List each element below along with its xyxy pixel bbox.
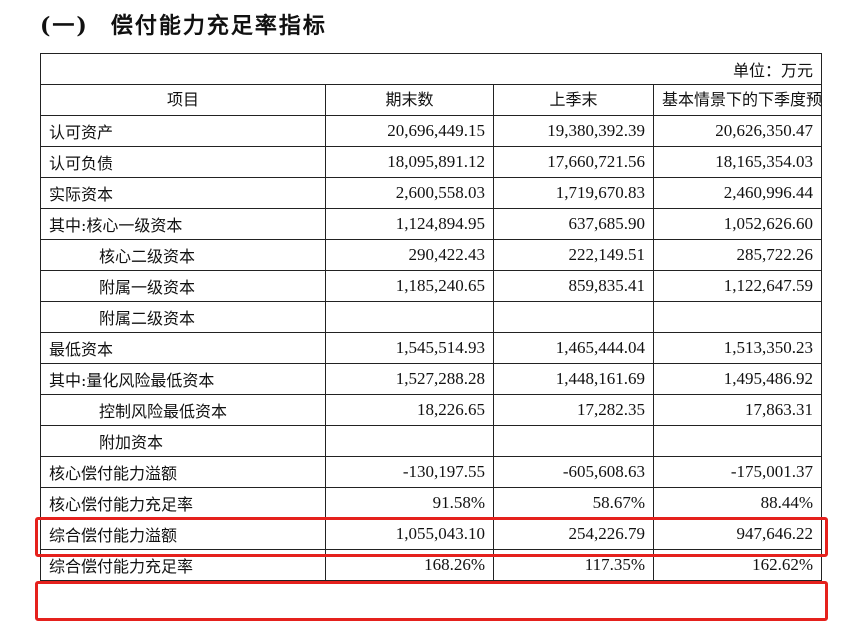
value-last-quarter: 17,660,721.56 [493,146,654,178]
value-forecast: -175,001.37 [652,456,823,488]
row-label: 认可资产 [40,115,326,147]
row-label: 控制风险最低资本 [40,394,326,426]
value-last-quarter: 637,685.90 [493,208,654,240]
table-row: 核心偿付能力溢额 -130,197.55 -605,608.63 -175,001.3… [40,456,823,488]
row-label: 附加资本 [40,425,326,457]
table-row: 认可资产 20,696,449.15 19,380,392.39 20,626,350… [40,115,823,147]
value-last-quarter: -605,608.63 [493,456,654,488]
unit-label: 单位：万元 [39,53,823,85]
header-last-quarter: 上季末 [493,84,654,116]
value-forecast: 1,122,647.59 [652,270,823,302]
value-last-quarter: 1,465,444.04 [493,332,654,364]
value-forecast: 1,495,486.92 [652,363,823,395]
table-row: 其中:量化风险最低资本 1,527,288.28 1,448,161.69 1,495… [40,363,823,395]
value-forecast: 947,646.22 [652,518,823,550]
row-label: 其中:量化风险最低资本 [40,363,326,395]
value-period-end: 1,527,288.28 [325,363,494,395]
value-forecast: 285,722.26 [652,239,823,271]
row-label: 最低资本 [40,332,326,364]
value-period-end: 20,696,449.15 [325,115,494,147]
value-forecast: 162.62% [652,549,823,581]
value-last-quarter: 58.67% [493,487,654,519]
table-row: 其中:核心一级资本 1,124,894.95 637,685.90 1,052,626… [40,208,823,240]
table-row: 认可负债 18,095,891.12 17,660,721.56 18,165,354… [40,146,823,178]
value-last-quarter: 254,226.79 [493,518,654,550]
table-row: 核心二级资本 290,422.43 222,149.51 285,722.26 [40,239,823,271]
value-period-end: 1,124,894.95 [325,208,494,240]
section-heading: (一) 偿付能力充足率指标 [40,8,327,42]
header-period-end: 期末数 [325,84,494,116]
value-last-quarter: 117.35% [493,549,654,581]
row-label: 综合偿付能力溢额 [40,518,326,550]
value-last-quarter: 17,282.35 [493,394,654,426]
table-row: 综合偿付能力充足率 168.26% 117.35% 162.62% [40,549,823,581]
value-last-quarter: 222,149.51 [493,239,654,271]
value-forecast [652,425,823,457]
value-last-quarter: 1,719,670.83 [493,177,654,209]
row-label: 附属二级资本 [40,301,326,333]
row-label: 实际资本 [40,177,326,209]
row-label: 附属一级资本 [40,270,326,302]
row-label: 核心偿付能力充足率 [40,487,326,519]
row-label: 认可负债 [40,146,326,178]
row-label: 核心偿付能力溢额 [40,456,326,488]
value-period-end [325,425,494,457]
table-row: 实际资本 2,600,558.03 1,719,670.83 2,460,996.44 [40,177,823,209]
value-forecast [652,301,823,333]
value-forecast: 17,863.31 [652,394,823,426]
value-forecast: 18,165,354.03 [652,146,823,178]
value-forecast: 1,513,350.23 [652,332,823,364]
table-row: 附属一级资本 1,185,240.65 859,835.41 1,122,647.59 [40,270,823,302]
value-period-end: 2,600,558.03 [325,177,494,209]
table-row: 控制风险最低资本 18,226.65 17,282.35 17,863.31 [40,394,823,426]
value-last-quarter: 859,835.41 [493,270,654,302]
value-period-end: 18,226.65 [325,394,494,426]
table-row: 附加资本 [40,425,823,457]
value-period-end: 290,422.43 [325,239,494,271]
value-last-quarter [493,301,654,333]
header-forecast: 基本情景下的下季度预测数 [652,84,823,116]
value-period-end: 18,095,891.12 [325,146,494,178]
row-label: 其中:核心一级资本 [40,208,326,240]
table-row: 综合偿付能力溢额 1,055,043.10 254,226.79 947,646.22 [40,518,823,550]
value-last-quarter [493,425,654,457]
section-number: (一) [40,13,89,39]
unit-row: 单位：万元 [39,53,823,85]
section-title: 偿付能力充足率指标 [110,13,327,39]
value-period-end: 1,055,043.10 [325,518,494,550]
row-label: 核心二级资本 [40,239,326,271]
table-row: 附属二级资本 [40,301,823,333]
value-period-end: 1,545,514.93 [325,332,494,364]
highlight-box-comprehensive-ratio [35,581,828,621]
value-period-end: 91.58% [325,487,494,519]
row-label: 综合偿付能力充足率 [40,549,326,581]
value-forecast: 20,626,350.47 [652,115,823,147]
table-row: 核心偿付能力充足率 91.58% 58.67% 88.44% [40,487,823,519]
value-period-end: 1,185,240.65 [325,270,494,302]
solvency-table: 单位：万元 项目 期末数 上季末 基本情景下的下季度预测数 认可资产20,696… [39,53,823,581]
value-period-end [325,301,494,333]
value-last-quarter: 1,448,161.69 [493,363,654,395]
value-forecast: 1,052,626.60 [652,208,823,240]
table-row: 最低资本 1,545,514.93 1,465,444.04 1,513,350.23 [40,332,823,364]
value-forecast: 88.44% [652,487,823,519]
value-forecast: 2,460,996.44 [652,177,823,209]
value-period-end: 168.26% [325,549,494,581]
header-item: 项目 [40,84,326,116]
value-last-quarter: 19,380,392.39 [493,115,654,147]
header-row: 项目 期末数 上季末 基本情景下的下季度预测数 [40,84,823,116]
value-period-end: -130,197.55 [325,456,494,488]
